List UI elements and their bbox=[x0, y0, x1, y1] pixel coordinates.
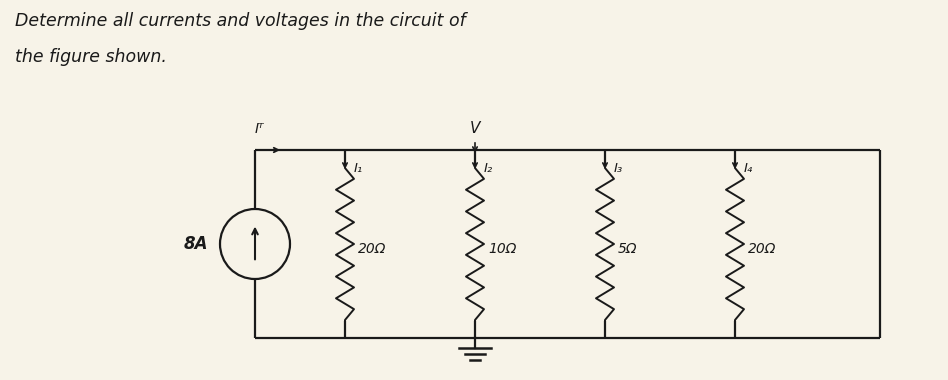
Text: I₁: I₁ bbox=[354, 162, 363, 174]
Text: I₄: I₄ bbox=[744, 162, 754, 174]
Text: 5Ω: 5Ω bbox=[618, 242, 637, 256]
Text: 20Ω: 20Ω bbox=[748, 242, 776, 256]
FancyBboxPatch shape bbox=[464, 167, 486, 321]
Circle shape bbox=[220, 209, 290, 279]
Text: V: V bbox=[470, 121, 481, 136]
Text: 10Ω: 10Ω bbox=[488, 242, 517, 256]
Text: Determine all currents and voltages in the circuit of: Determine all currents and voltages in t… bbox=[15, 12, 465, 30]
Text: I₂: I₂ bbox=[484, 162, 493, 174]
FancyBboxPatch shape bbox=[724, 167, 746, 321]
Text: I₃: I₃ bbox=[614, 162, 623, 174]
Text: the figure shown.: the figure shown. bbox=[15, 48, 167, 66]
FancyBboxPatch shape bbox=[334, 167, 356, 321]
Text: 20Ω: 20Ω bbox=[358, 242, 387, 256]
FancyBboxPatch shape bbox=[594, 167, 616, 321]
Text: 8A: 8A bbox=[184, 235, 208, 253]
Text: Iᵀ: Iᵀ bbox=[255, 122, 264, 136]
